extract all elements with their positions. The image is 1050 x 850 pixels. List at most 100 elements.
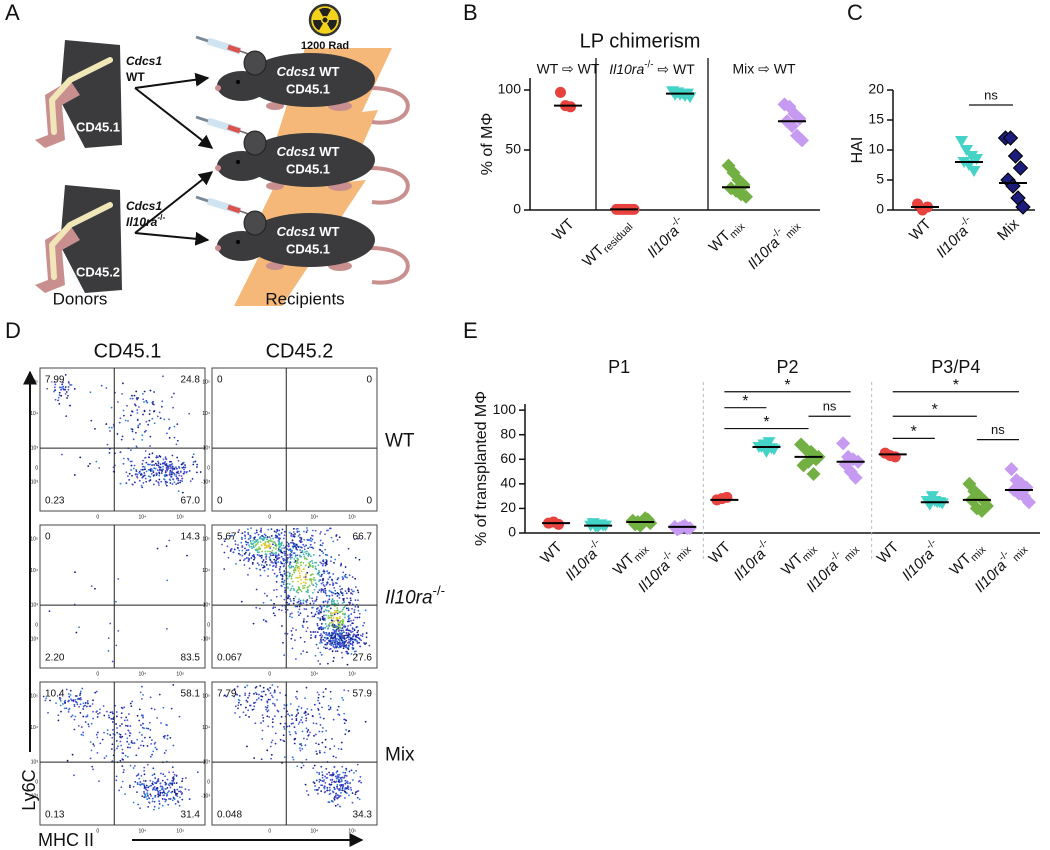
flow-event (262, 714, 264, 716)
flow-event (328, 640, 330, 642)
flow-event (315, 635, 317, 637)
flow-event (254, 702, 256, 704)
flow-event (228, 557, 230, 559)
flow-event (313, 554, 315, 556)
flow-event (328, 611, 330, 613)
donor-genotype-part: Cdcs1 (126, 54, 162, 68)
flow-event (249, 693, 251, 695)
flow-event (299, 608, 301, 610)
flow-event (78, 725, 80, 727)
flow-event (292, 756, 294, 758)
flow-event (181, 464, 183, 466)
flow-event (165, 783, 167, 785)
flow-event (318, 694, 320, 696)
flow-event (159, 694, 161, 696)
flow-event (321, 607, 323, 609)
flow-event (274, 530, 276, 532)
quadrant-percent: 14.3 (181, 532, 201, 543)
flow-event (298, 535, 300, 537)
flow-event (183, 462, 185, 464)
flow-event (295, 548, 297, 550)
flow-event (173, 776, 175, 778)
flow-event (192, 464, 194, 466)
significance-label: ns (991, 422, 1005, 437)
flow-event (304, 558, 306, 560)
flow-event (107, 729, 109, 731)
flow-event (129, 785, 131, 787)
flow-event (140, 474, 142, 476)
flow-event (340, 779, 342, 781)
flow-event (258, 564, 260, 566)
flow-event (141, 775, 143, 777)
flow-event (155, 480, 157, 482)
flow-event (130, 765, 132, 767)
flow-event (312, 565, 314, 567)
flow-event (123, 410, 125, 412)
flow-event (343, 689, 345, 691)
flow-event (335, 793, 337, 795)
flow-event (166, 433, 168, 435)
flow-event (269, 556, 271, 558)
flow-event (266, 707, 268, 709)
flow-event (347, 647, 349, 649)
flow-event (249, 567, 251, 569)
flow-event (156, 464, 158, 466)
flow-event (325, 777, 327, 779)
flow-event (125, 717, 127, 719)
y-tick-label: 100 (493, 401, 517, 417)
flow-event (247, 709, 249, 711)
flow-event (284, 573, 286, 575)
flow-event (168, 540, 170, 542)
flow-event (338, 554, 340, 556)
flow-event (326, 787, 328, 789)
flow-event (255, 539, 257, 541)
flow-event (136, 791, 138, 793)
flow-event (268, 709, 270, 711)
flow-event (279, 692, 281, 694)
flow-event (333, 617, 335, 619)
flow-event (343, 601, 345, 603)
flow-event (97, 752, 99, 754)
flow-event (267, 568, 269, 570)
flow-event (339, 597, 341, 599)
flow-event (330, 556, 332, 558)
flow-event (321, 642, 323, 644)
flow-event (296, 691, 298, 693)
flow-event (305, 714, 307, 716)
group-title: P2 (776, 357, 798, 377)
flow-event (166, 468, 168, 470)
flow-event (139, 784, 141, 786)
flow-event (343, 631, 345, 633)
flow-y-tick: 10³ (203, 602, 211, 608)
flow-event (337, 579, 339, 581)
flow-y-tick: 10³ (203, 759, 211, 765)
flow-event (316, 644, 318, 646)
flow-event (342, 785, 344, 787)
flow-event (177, 800, 179, 802)
flow-event (293, 531, 295, 533)
flow-event (169, 465, 171, 467)
flow-event (359, 559, 361, 561)
flow-event (169, 479, 171, 481)
flow-event (92, 768, 94, 770)
flow-event (159, 803, 161, 805)
flow-event (318, 709, 320, 711)
flow-event (160, 417, 162, 419)
flow-event (163, 459, 165, 461)
flow-event (345, 720, 347, 722)
flow-event (120, 745, 122, 747)
flow-event (277, 686, 279, 688)
flow-event (278, 543, 280, 545)
flow-event (324, 640, 326, 642)
flow-event (324, 533, 326, 535)
flow-event (283, 563, 285, 565)
flow-event (356, 617, 358, 619)
flow-event (141, 485, 143, 487)
flow-event (92, 718, 94, 720)
y-tick-label: 20 (868, 81, 884, 97)
flow-event (297, 531, 299, 533)
flow-event (293, 558, 295, 560)
flow-event (341, 645, 343, 647)
flow-event (322, 560, 324, 562)
recipient-genotype-part: Cdcs1 (277, 64, 316, 79)
